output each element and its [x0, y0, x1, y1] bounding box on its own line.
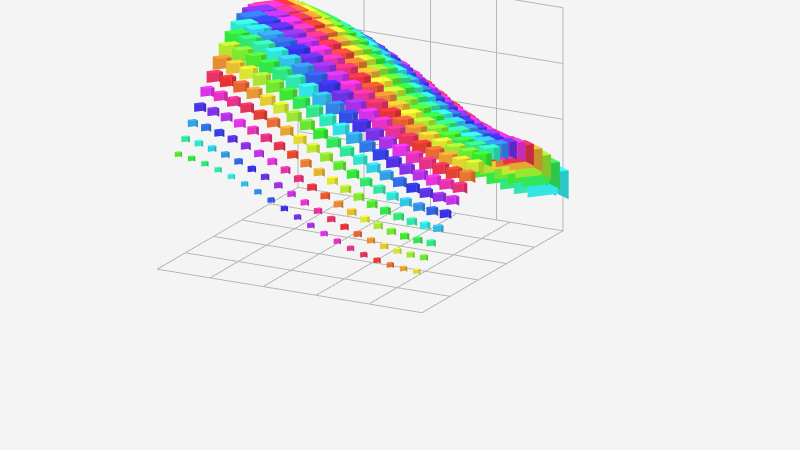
axes-grid [156, 0, 564, 314]
